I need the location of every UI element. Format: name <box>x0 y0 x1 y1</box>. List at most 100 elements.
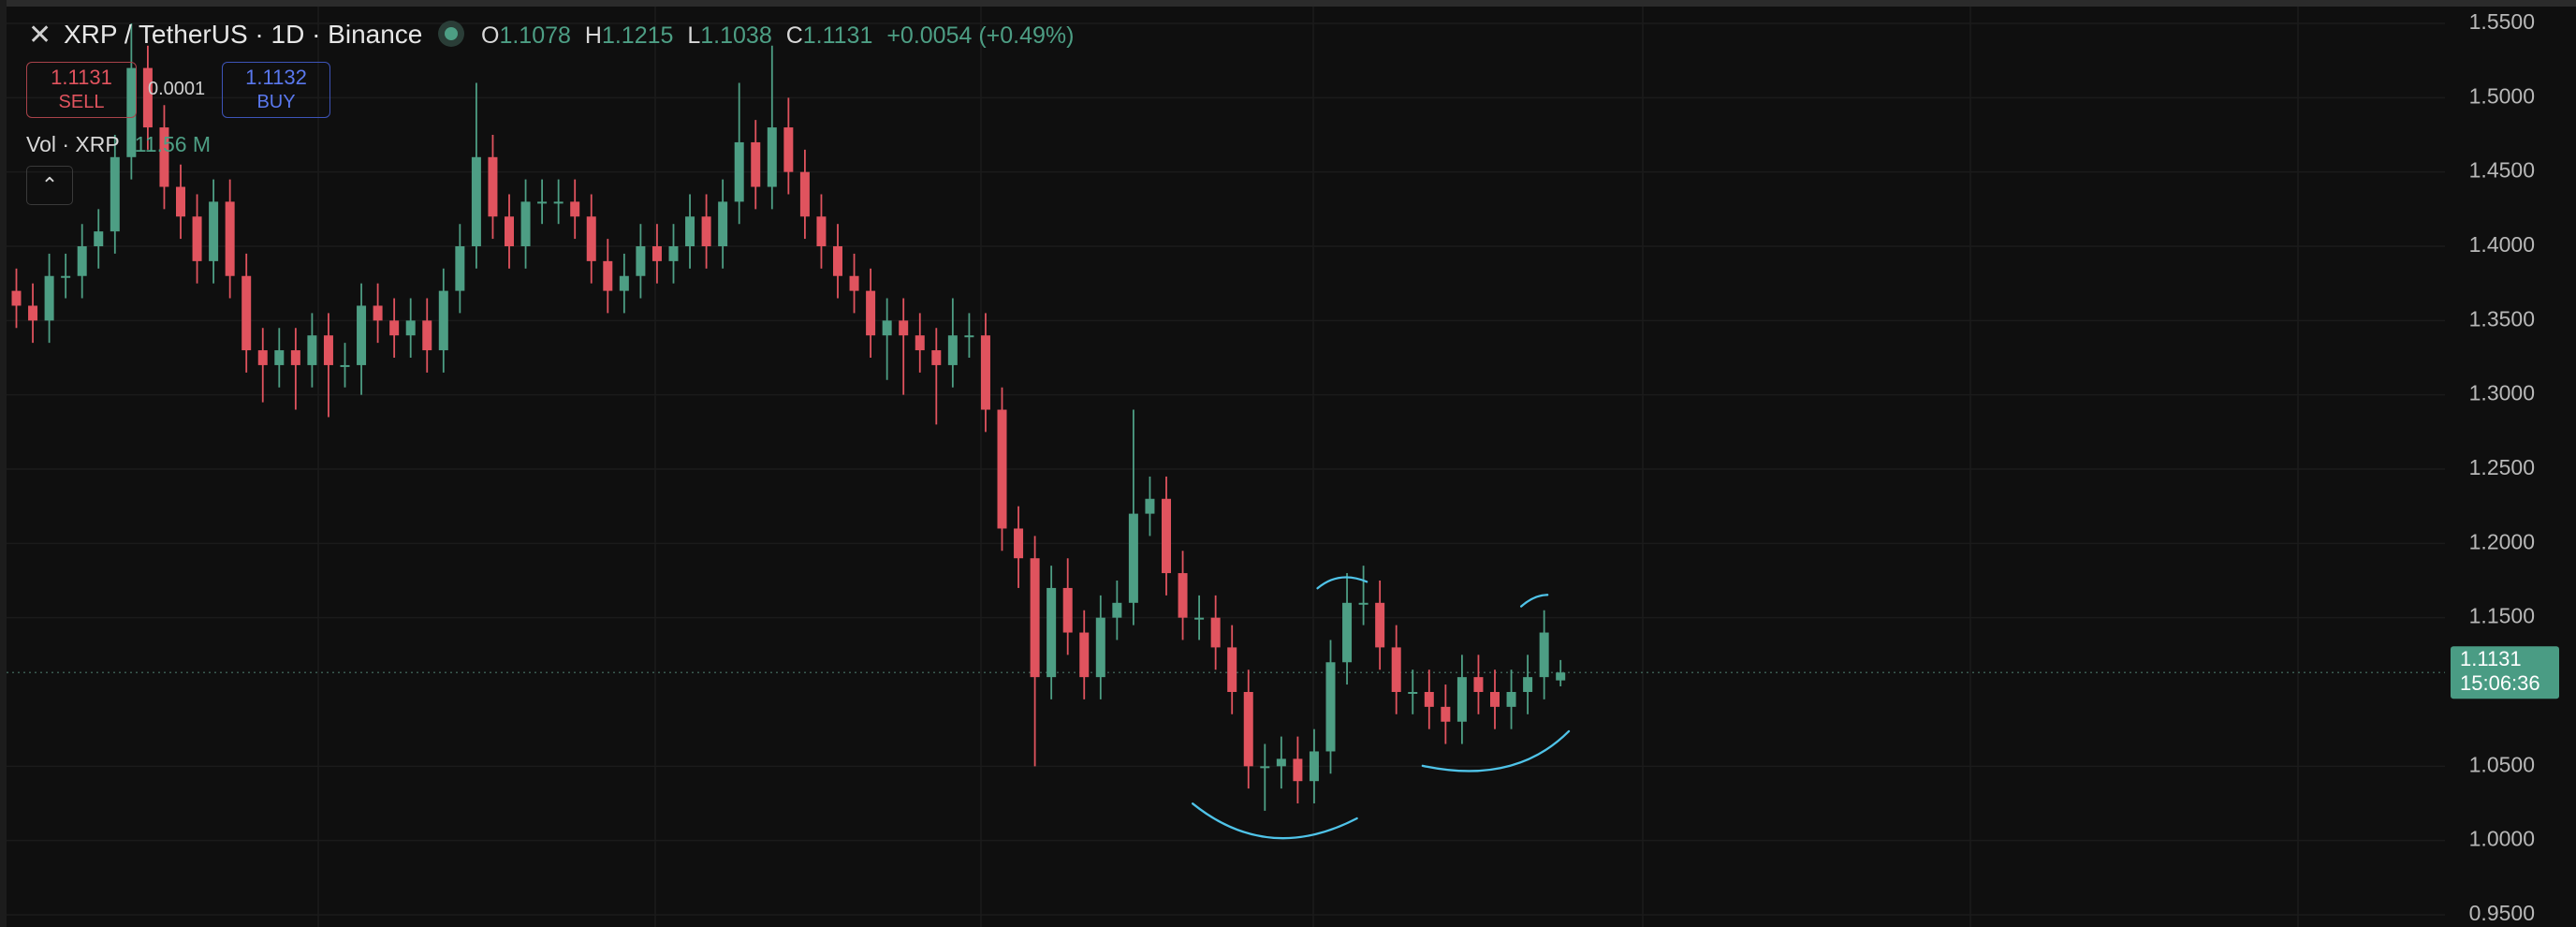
candle-body <box>176 186 185 217</box>
y-tick-label: 1.4000 <box>2469 232 2535 257</box>
candle-body <box>1260 766 1270 769</box>
candle-body <box>931 350 942 365</box>
annotation-arc <box>1421 729 1571 772</box>
candle-body <box>947 335 958 365</box>
price-axis: 1.5500 1.5000 1.4500 1.4000 1.3500 1.3000 1.25… <box>2451 9 2559 925</box>
y-tick-label: 1.5000 <box>2469 83 2535 108</box>
candles <box>11 23 1566 811</box>
ohlc-letter: O <box>481 22 500 49</box>
candle-body <box>1523 677 1533 692</box>
candle-body <box>980 335 990 410</box>
candle-body <box>1095 617 1105 678</box>
candle-body <box>1358 602 1368 605</box>
candle-body <box>1128 513 1138 603</box>
candle-body <box>159 127 169 187</box>
candle-body <box>323 335 333 365</box>
candle-body <box>77 246 87 276</box>
candle-body <box>651 246 662 261</box>
candle-body <box>1506 692 1516 707</box>
candle-body <box>61 275 71 278</box>
candle-body <box>110 156 120 232</box>
candle-body <box>225 201 235 276</box>
candle-body <box>570 201 580 217</box>
candle-body <box>1178 573 1188 618</box>
candle-body <box>668 246 679 261</box>
candle-body <box>28 305 38 321</box>
last-price-label: 1.1131 <box>2460 647 2522 670</box>
spread: 0.0001 <box>148 79 206 99</box>
sell-price: 1.1131 <box>51 66 112 89</box>
volume-label: Vol · XRP <box>26 132 120 156</box>
candle-body <box>997 409 1007 529</box>
ohlc-value: 1.1131 <box>802 22 873 49</box>
candle-body <box>619 275 629 291</box>
status-dot-ring <box>438 21 464 47</box>
candle-body <box>1014 528 1024 559</box>
candle-body <box>849 275 859 291</box>
candle-body <box>242 275 252 351</box>
candle-body <box>438 290 448 351</box>
top-border <box>0 0 2576 7</box>
y-tick-label: 1.3500 <box>2469 306 2535 331</box>
grid <box>7 22 2445 916</box>
buy-label: BUY <box>256 92 296 112</box>
candle-body <box>734 141 744 202</box>
candle-body <box>603 260 613 291</box>
candle-body <box>882 320 892 336</box>
candle-body <box>1243 692 1253 767</box>
candle-body <box>1309 751 1319 782</box>
sell-label: SELL <box>58 92 105 112</box>
ohlc-value: 1.1038 <box>700 22 772 49</box>
close-icon[interactable]: ✕ <box>28 20 52 51</box>
vertical-grid <box>317 7 2299 927</box>
candle-body <box>455 246 465 291</box>
candle-body <box>1473 677 1484 692</box>
annotations <box>1191 576 1571 840</box>
candle-body <box>405 320 416 336</box>
collapse-button[interactable]: ⌃ <box>26 166 73 205</box>
candle-body <box>1293 758 1303 782</box>
ohlc-letter: L <box>687 22 701 49</box>
candle-body <box>94 231 104 246</box>
status-dot <box>445 27 458 40</box>
candle-body <box>799 171 810 217</box>
candle-body <box>192 216 202 261</box>
candle-body <box>1227 647 1237 692</box>
sell-button[interactable]: 1.1131 SELL <box>26 62 137 118</box>
buy-button[interactable]: 1.1132 BUY <box>222 62 330 118</box>
y-tick-label: 1.1500 <box>2469 604 2535 628</box>
candle-body <box>1079 632 1090 678</box>
candle-body <box>1391 647 1401 692</box>
candle-body <box>274 350 285 365</box>
candle-body <box>1276 758 1286 767</box>
y-tick-label: 1.0500 <box>2469 752 2535 776</box>
candle-body <box>1441 706 1451 722</box>
y-tick-label: 0.9500 <box>2469 901 2535 925</box>
candle-body <box>1194 617 1205 620</box>
candle-body <box>307 335 317 365</box>
candle-body <box>142 67 153 128</box>
candle-body <box>866 290 876 336</box>
candle-body <box>1325 662 1336 752</box>
candle-body <box>340 364 350 367</box>
buy-price: 1.1132 <box>245 66 307 89</box>
candle-body <box>537 201 548 204</box>
candle-body <box>833 246 842 276</box>
candle-body <box>553 201 564 204</box>
candle-body <box>899 320 909 336</box>
y-tick-label: 1.0000 <box>2469 827 2535 851</box>
candle-body <box>701 216 711 246</box>
last-price-box <box>2451 646 2559 699</box>
candle-body <box>520 201 531 246</box>
candle-body <box>373 305 383 321</box>
y-tick-label: 1.2000 <box>2469 529 2535 553</box>
candle-body <box>471 156 481 246</box>
candle-body <box>1062 587 1073 633</box>
candle-body <box>718 201 728 246</box>
candle-body <box>1145 498 1155 514</box>
left-border <box>0 0 7 927</box>
candle-body <box>767 127 777 187</box>
ohlc-letter: H <box>584 22 602 49</box>
